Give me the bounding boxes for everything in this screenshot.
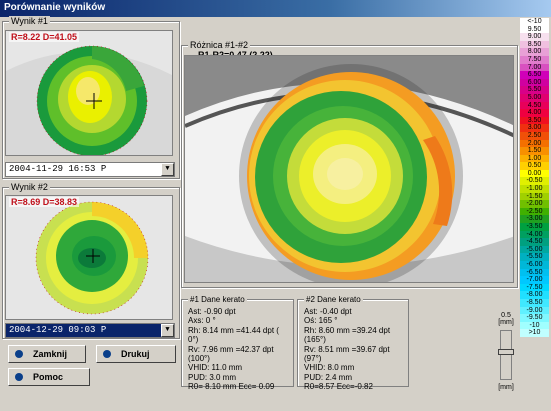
scale-step: -5.00 xyxy=(520,245,549,254)
result2-date-value: 2004-12-29 09:03 P xyxy=(9,325,107,335)
scale-step: 1.00 xyxy=(520,154,549,163)
scale-step: -8.00 xyxy=(520,291,549,299)
diff-group: Różnica #1-#2 xyxy=(181,40,518,288)
step-value: 0.5 xyxy=(501,312,511,319)
scale-step: -1.00 xyxy=(520,185,549,193)
data1-title: #1 Dane kerato xyxy=(188,295,247,305)
data1-panel: #1 Dane kerato Ast: -0.90 dpt Axs: 0 ° R… xyxy=(181,295,294,391)
scale-step: 1.50 xyxy=(520,147,549,155)
data2-line: Ast: -0.40 dpt xyxy=(304,307,352,316)
data1-line: R0= 8.10 mm Ecc= 0.09 xyxy=(188,382,275,392)
scale-step: 0.00 xyxy=(520,169,549,178)
scale-step: -1.50 xyxy=(520,192,549,201)
scale-step: 2.00 xyxy=(520,139,549,148)
slider-thumb[interactable] xyxy=(498,349,514,355)
scale-step: -5.50 xyxy=(520,253,549,261)
diff-map[interactable] xyxy=(184,55,514,283)
scale-step: -3.00 xyxy=(520,215,549,224)
scale-step: 8.00 xyxy=(520,48,549,56)
result1-group: Wynik #1 xyxy=(2,16,180,179)
scale-step: 4.50 xyxy=(520,101,549,110)
scale-step: -9.00 xyxy=(520,306,549,315)
bullet-icon xyxy=(103,350,111,358)
scale-step: 5.00 xyxy=(520,93,549,102)
bullet-icon xyxy=(15,373,23,381)
scale-step: 6.00 xyxy=(520,78,549,87)
scale-step: -9.50 xyxy=(520,314,549,322)
data1-line: VHID: 11.0 mm xyxy=(188,363,243,373)
step-unit-top: [mm] xyxy=(498,319,514,326)
result2-map[interactable]: R=8.69 D=38.83 xyxy=(5,195,173,320)
step-slider[interactable] xyxy=(498,330,514,380)
data1-line: Rv: 7.96 mm =42.37 dpt (100°) xyxy=(188,344,274,364)
scale-step: >10 xyxy=(520,329,549,337)
scale-step: -10 xyxy=(520,321,549,330)
scale-step: -6.00 xyxy=(520,261,549,269)
scale-step: -2.50 xyxy=(520,207,549,216)
result1-group-label: Wynik #1 xyxy=(9,16,50,26)
scale-step: 9.00 xyxy=(520,33,549,41)
window-title: Porównanie wyników xyxy=(0,0,551,17)
result1-map-image xyxy=(6,31,172,155)
step-selector[interactable]: 0.5 [mm] [mm] xyxy=(494,312,518,391)
step-unit-bottom: [mm] xyxy=(498,384,514,391)
result1-date-value: 2004-11-29 16:53 P xyxy=(9,164,107,174)
result2-date-select[interactable]: 2004-12-29 09:03 P ▼ xyxy=(5,323,175,338)
scale-step: -7.00 xyxy=(520,276,549,284)
help-button-label: Pomoc xyxy=(33,372,64,382)
scale-step: 3.50 xyxy=(520,116,549,125)
scale-step: 5.50 xyxy=(520,86,549,94)
print-button[interactable]: Drukuj xyxy=(96,345,176,363)
scale-step: 8.50 xyxy=(520,40,549,49)
data1-line: Axs: 0 ° xyxy=(188,316,216,326)
data1-line: Rh: 8.14 mm =41.44 dpt ( 0°) xyxy=(188,325,279,345)
scale-step: -4.00 xyxy=(520,230,549,239)
close-button[interactable]: Zamknij xyxy=(8,345,86,363)
scale-step: -8.50 xyxy=(520,298,549,307)
close-button-label: Zamknij xyxy=(33,349,68,359)
scale-step: 4.00 xyxy=(520,109,549,117)
dropdown-arrow-icon[interactable]: ▼ xyxy=(161,163,174,176)
data2-line: R0=8.57 Ecc=-0.82 xyxy=(304,382,373,392)
scale-step: 9.50 xyxy=(520,25,549,34)
result2-group: Wynik #2 xyxy=(2,182,180,339)
scale-step: -7.50 xyxy=(520,283,549,292)
scale-step: 7.50 xyxy=(520,55,549,64)
result2-group-label: Wynik #2 xyxy=(9,182,50,192)
color-scale-legend: <-10 9.50 9.00 8.50 8.00 7.50 7.00 6.50 6.00 5.50… xyxy=(520,18,549,337)
data2-line: PUD: 2.4 mm xyxy=(304,372,353,382)
data2-line: Rv: 8.51 mm =39.67 dpt (97°) xyxy=(304,344,390,364)
scale-step: 0.50 xyxy=(520,162,549,170)
result1-date-select[interactable]: 2004-11-29 16:53 P ▼ xyxy=(5,162,175,177)
dropdown-arrow-icon[interactable]: ▼ xyxy=(161,324,174,337)
scale-step: <-10 xyxy=(520,18,549,26)
scale-step: -4.50 xyxy=(520,238,549,246)
data2-line: VHID: 8.0 mm xyxy=(304,363,355,373)
data1-line: Ast: -0.90 dpt xyxy=(188,307,236,316)
scale-step: -3.50 xyxy=(520,223,549,231)
result2-map-image xyxy=(6,196,172,319)
print-button-label: Drukuj xyxy=(121,349,150,359)
data2-line: Oś: 165 ° xyxy=(304,316,338,326)
data2-title: #2 Dane kerato xyxy=(304,295,363,305)
scale-step: -6.50 xyxy=(520,268,549,277)
result1-map[interactable]: R=8.22 D=41.05 xyxy=(5,30,173,156)
scale-step: 6.50 xyxy=(520,71,549,79)
bullet-icon xyxy=(15,350,23,358)
diff-group-label: Różnica #1-#2 xyxy=(188,40,251,50)
result2-readout: R=8.69 D=38.83 xyxy=(9,197,80,207)
result1-readout: R=8.22 D=41.05 xyxy=(9,32,80,42)
data2-line: Rh: 8.60 mm =39.24 dpt (165°) xyxy=(304,325,391,345)
scale-step: -0.50 xyxy=(520,177,549,186)
scale-step: 2.50 xyxy=(520,131,549,140)
scale-step: -2.00 xyxy=(520,200,549,208)
data2-panel: #2 Dane kerato Ast: -0.40 dpt Oś: 165 ° … xyxy=(297,295,409,391)
scale-step: 7.00 xyxy=(520,63,549,72)
diff-map-image xyxy=(185,56,513,282)
scale-step: 3.00 xyxy=(520,124,549,132)
data1-line: PUD: 3.0 mm xyxy=(188,372,237,382)
help-button[interactable]: Pomoc xyxy=(8,368,90,386)
